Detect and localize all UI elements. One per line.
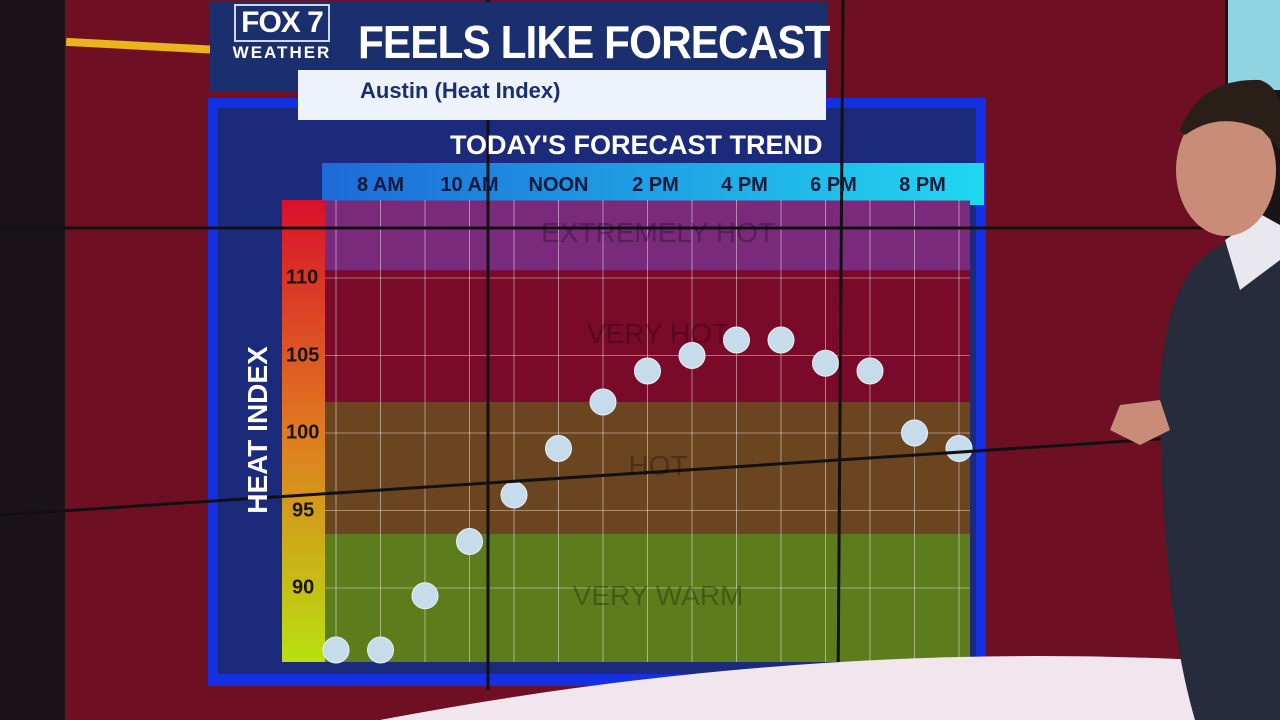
x-tick-label: 8 AM: [356, 174, 405, 196]
data-point-1-pm: [589, 388, 617, 416]
x-tick-label: 4 PM: [721, 174, 768, 196]
y-tick-label: 90: [292, 576, 315, 599]
data-point-2-pm: [634, 357, 661, 385]
side-screen: [1228, 0, 1280, 90]
y-axis-label: HEAT INDEX: [242, 346, 273, 514]
data-point-9-pm: [945, 435, 973, 462]
data-point-6-pm: [812, 349, 839, 377]
x-tick-label: NOON: [528, 174, 589, 196]
band-label: HOT: [628, 449, 688, 481]
band-label: VERY WARM: [572, 579, 744, 611]
data-point-8-am: [367, 636, 394, 664]
color-scale-bar: [282, 200, 325, 662]
wall-seam: [836, 0, 845, 691]
y-tick-label: 100: [286, 421, 320, 444]
y-tick-label: 110: [286, 266, 319, 289]
data-point-9-am: [411, 582, 439, 610]
data-point-noon: [545, 435, 572, 462]
studio-floor-light: [380, 656, 1200, 720]
subtitle-banner: Austin (Heat Index): [298, 70, 826, 120]
band-label: EXTREMELY HOT: [541, 217, 775, 249]
x-tick-label: 2 PM: [632, 174, 679, 196]
data-point-10-am: [456, 528, 483, 555]
y-tick-label: 105: [286, 344, 320, 366]
presenter: [1110, 79, 1280, 720]
band-hot: [325, 402, 970, 534]
data-point-8-pm: [901, 419, 928, 447]
graphic-title: FEELS LIKE FORECAST: [358, 16, 831, 68]
x-tick-label: 6 PM: [810, 174, 857, 196]
data-point-4-pm: [723, 326, 750, 354]
data-point-7-am: [322, 636, 350, 664]
fox7-weather-logo: FOX 7 WEATHER: [232, 4, 332, 62]
wall-seam: [0, 433, 1221, 517]
location-subtitle: Austin (Heat Index): [360, 78, 561, 103]
y-tick-label: 95: [292, 499, 315, 521]
x-tick-label: 8 PM: [899, 174, 946, 196]
band-label: VERY HOT: [586, 318, 730, 350]
x-tick-label: 10 AM: [440, 174, 499, 196]
data-point-5-pm: [767, 326, 795, 354]
band-extremely-hot: [325, 200, 970, 271]
data-point-7-pm: [856, 357, 884, 385]
time-bar: [322, 163, 984, 205]
chart-title: TODAY'S FORECAST TREND: [450, 130, 823, 160]
data-point-3-pm: [678, 342, 706, 369]
data-point-11-am: [500, 481, 528, 509]
